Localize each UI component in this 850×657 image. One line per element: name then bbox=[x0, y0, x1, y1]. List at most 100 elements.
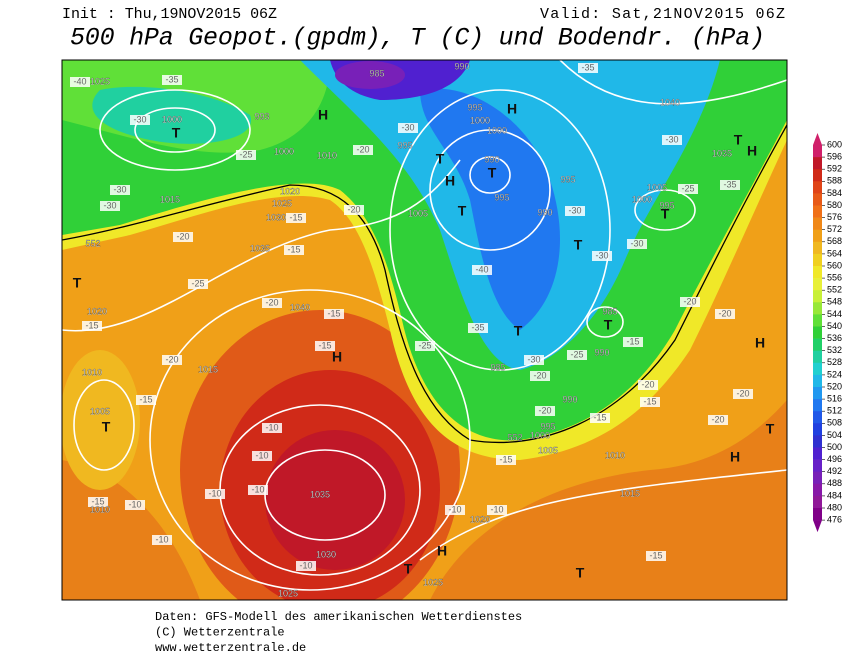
temp-label-box bbox=[152, 535, 172, 545]
temperature-label: -10 bbox=[255, 450, 268, 460]
isobar-label: 1025 bbox=[423, 577, 443, 587]
isobar-label: 985 bbox=[490, 362, 505, 372]
colorbar-tick-label: 580 bbox=[827, 200, 842, 210]
colorbar-tick-label: 480 bbox=[827, 502, 842, 512]
temp-label-box bbox=[590, 413, 610, 423]
temperature-label: -40 bbox=[73, 76, 86, 86]
isobar-label: 1015 bbox=[160, 194, 180, 204]
temperature-label: -20 bbox=[718, 308, 731, 318]
isobar-label: 1010 bbox=[605, 450, 625, 460]
temperature-label: -30 bbox=[665, 134, 678, 144]
temperature-label: -30 bbox=[630, 238, 643, 248]
isobar-label: 1010 bbox=[90, 504, 110, 514]
colorbar-band bbox=[813, 169, 822, 182]
temp-label-box bbox=[100, 201, 120, 211]
temp-label-box bbox=[524, 355, 544, 365]
colorbar-tick-label: 544 bbox=[827, 309, 842, 319]
temp-label-box bbox=[415, 341, 435, 351]
temp-label-box bbox=[468, 323, 488, 333]
temperature-label: -20 bbox=[347, 204, 360, 214]
temperature-label: -15 bbox=[327, 308, 340, 318]
colorbar-tick-label: 492 bbox=[827, 466, 842, 476]
colorbar-band bbox=[813, 483, 822, 497]
isobar-label: 995 bbox=[560, 174, 575, 184]
temperature-label: -25 bbox=[239, 149, 252, 159]
isobar-label: 1005 bbox=[90, 406, 110, 416]
pressure-center: T bbox=[576, 565, 585, 581]
colorbar-band bbox=[813, 266, 822, 279]
pressure-center: H bbox=[507, 101, 517, 117]
colorbar-band bbox=[813, 338, 822, 351]
isobar-label: 990 bbox=[484, 154, 499, 164]
colorbar-tick-label: 596 bbox=[827, 151, 842, 161]
isobar-label: 1020 bbox=[280, 186, 300, 196]
temp-label-box bbox=[638, 380, 658, 390]
isobar-label: 1000 bbox=[274, 146, 294, 156]
isobar-label: 995 bbox=[659, 200, 674, 210]
pressure-center: H bbox=[755, 335, 765, 351]
temperature-label: -10 bbox=[299, 560, 312, 570]
colorbar-tick-label: 548 bbox=[827, 297, 842, 307]
colorbar-tick-label: 484 bbox=[827, 490, 842, 500]
pressure-center: T bbox=[102, 419, 111, 435]
colorbar-tick-label: 552 bbox=[827, 285, 842, 295]
isobar-label: 1015 bbox=[620, 488, 640, 498]
temperature-label: -40 bbox=[475, 264, 488, 274]
isobar-label: 995 bbox=[397, 140, 412, 150]
colorbar-band bbox=[813, 193, 822, 206]
colorbar-tick-label: 512 bbox=[827, 406, 842, 416]
colorbar-tick-label: 584 bbox=[827, 188, 842, 198]
colorbar-band bbox=[813, 145, 822, 158]
isobar-label: 552 bbox=[507, 432, 522, 442]
temp-label-box bbox=[353, 145, 373, 155]
temp-label-box bbox=[678, 184, 698, 194]
isobar-label: 1000 bbox=[530, 430, 550, 440]
colorbar-tick-label: 600 bbox=[827, 139, 842, 149]
colorbar-band bbox=[813, 229, 822, 243]
isobar-label: 995 bbox=[467, 102, 482, 112]
temperature-label: -35 bbox=[165, 74, 178, 84]
colorbar-band bbox=[813, 302, 822, 315]
isobar-label: 1010 bbox=[82, 367, 102, 377]
temperature-label: -10 bbox=[155, 534, 168, 544]
temperature-label: -10 bbox=[208, 488, 221, 498]
temp-label-box bbox=[248, 485, 268, 495]
colorbar-band bbox=[813, 447, 822, 460]
temp-label-box bbox=[130, 115, 150, 125]
temperature-label: -15 bbox=[649, 550, 662, 560]
pressure-center: T bbox=[514, 323, 523, 339]
pressure-center: H bbox=[332, 349, 342, 365]
pressure-center: T bbox=[661, 206, 670, 222]
temperature-label: -30 bbox=[113, 184, 126, 194]
temperature-label: -35 bbox=[471, 322, 484, 332]
isobar-label: 1005 bbox=[538, 445, 558, 455]
colorbar-band bbox=[813, 423, 822, 436]
temperature-label: -15 bbox=[289, 212, 302, 222]
temperature-label: -20 bbox=[265, 297, 278, 307]
map-title: 500 hPa Geopot.(gpdm), T (C) und Bodendr… bbox=[70, 24, 765, 53]
temp-label-box bbox=[496, 455, 516, 465]
pressure-center: H bbox=[730, 449, 740, 465]
temperature-label: -20 bbox=[533, 370, 546, 380]
temp-label-box bbox=[733, 389, 753, 399]
temp-label-box bbox=[627, 239, 647, 249]
temp-label-box bbox=[88, 497, 108, 507]
colorbar-band bbox=[813, 411, 822, 424]
temperature-label: -30 bbox=[568, 205, 581, 215]
pressure-center: T bbox=[488, 165, 497, 181]
colorbar-band bbox=[813, 290, 822, 303]
colorbar-band bbox=[813, 181, 822, 194]
isobar-label: 1015 bbox=[198, 364, 218, 374]
temp-label-box bbox=[720, 180, 740, 190]
temp-label-box bbox=[205, 489, 225, 499]
temp-label-box bbox=[162, 355, 182, 365]
pressure-center: T bbox=[436, 151, 445, 167]
colorbar-tick-label: 524 bbox=[827, 369, 842, 379]
colorbar-tick-label: 588 bbox=[827, 176, 842, 186]
isobar-label: 990 bbox=[594, 347, 609, 357]
temp-label-box bbox=[188, 279, 208, 289]
isobar-label: 1000 bbox=[470, 115, 490, 125]
isobar-label: 1035 bbox=[310, 489, 330, 499]
isobar-label: 1025 bbox=[278, 588, 298, 598]
